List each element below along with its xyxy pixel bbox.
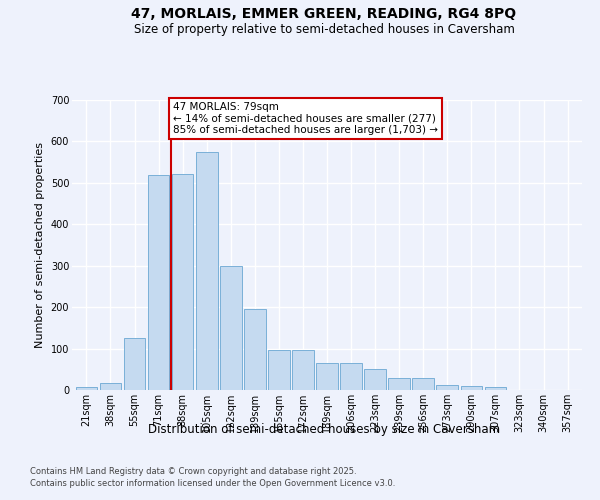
Bar bbox=[485, 386, 506, 390]
Bar bbox=[364, 370, 386, 390]
Bar bbox=[268, 350, 290, 390]
Bar bbox=[76, 386, 97, 390]
Bar bbox=[244, 309, 266, 390]
Bar bbox=[148, 174, 169, 390]
Text: 47, MORLAIS, EMMER GREEN, READING, RG4 8PQ: 47, MORLAIS, EMMER GREEN, READING, RG4 8… bbox=[131, 8, 517, 22]
Bar bbox=[100, 382, 121, 390]
Bar bbox=[196, 152, 218, 390]
Bar bbox=[124, 338, 145, 390]
Bar bbox=[172, 174, 193, 390]
Text: Distribution of semi-detached houses by size in Caversham: Distribution of semi-detached houses by … bbox=[148, 422, 500, 436]
Bar bbox=[340, 363, 362, 390]
Text: Size of property relative to semi-detached houses in Caversham: Size of property relative to semi-detach… bbox=[134, 22, 514, 36]
Bar bbox=[316, 363, 338, 390]
Text: Contains HM Land Registry data © Crown copyright and database right 2025.: Contains HM Land Registry data © Crown c… bbox=[30, 468, 356, 476]
Bar bbox=[292, 350, 314, 390]
Text: Contains public sector information licensed under the Open Government Licence v3: Contains public sector information licen… bbox=[30, 479, 395, 488]
Bar bbox=[461, 386, 482, 390]
Bar bbox=[388, 378, 410, 390]
Bar bbox=[436, 385, 458, 390]
Bar bbox=[412, 378, 434, 390]
Bar bbox=[220, 266, 242, 390]
Y-axis label: Number of semi-detached properties: Number of semi-detached properties bbox=[35, 142, 45, 348]
Text: 47 MORLAIS: 79sqm
← 14% of semi-detached houses are smaller (277)
85% of semi-de: 47 MORLAIS: 79sqm ← 14% of semi-detached… bbox=[173, 102, 438, 136]
